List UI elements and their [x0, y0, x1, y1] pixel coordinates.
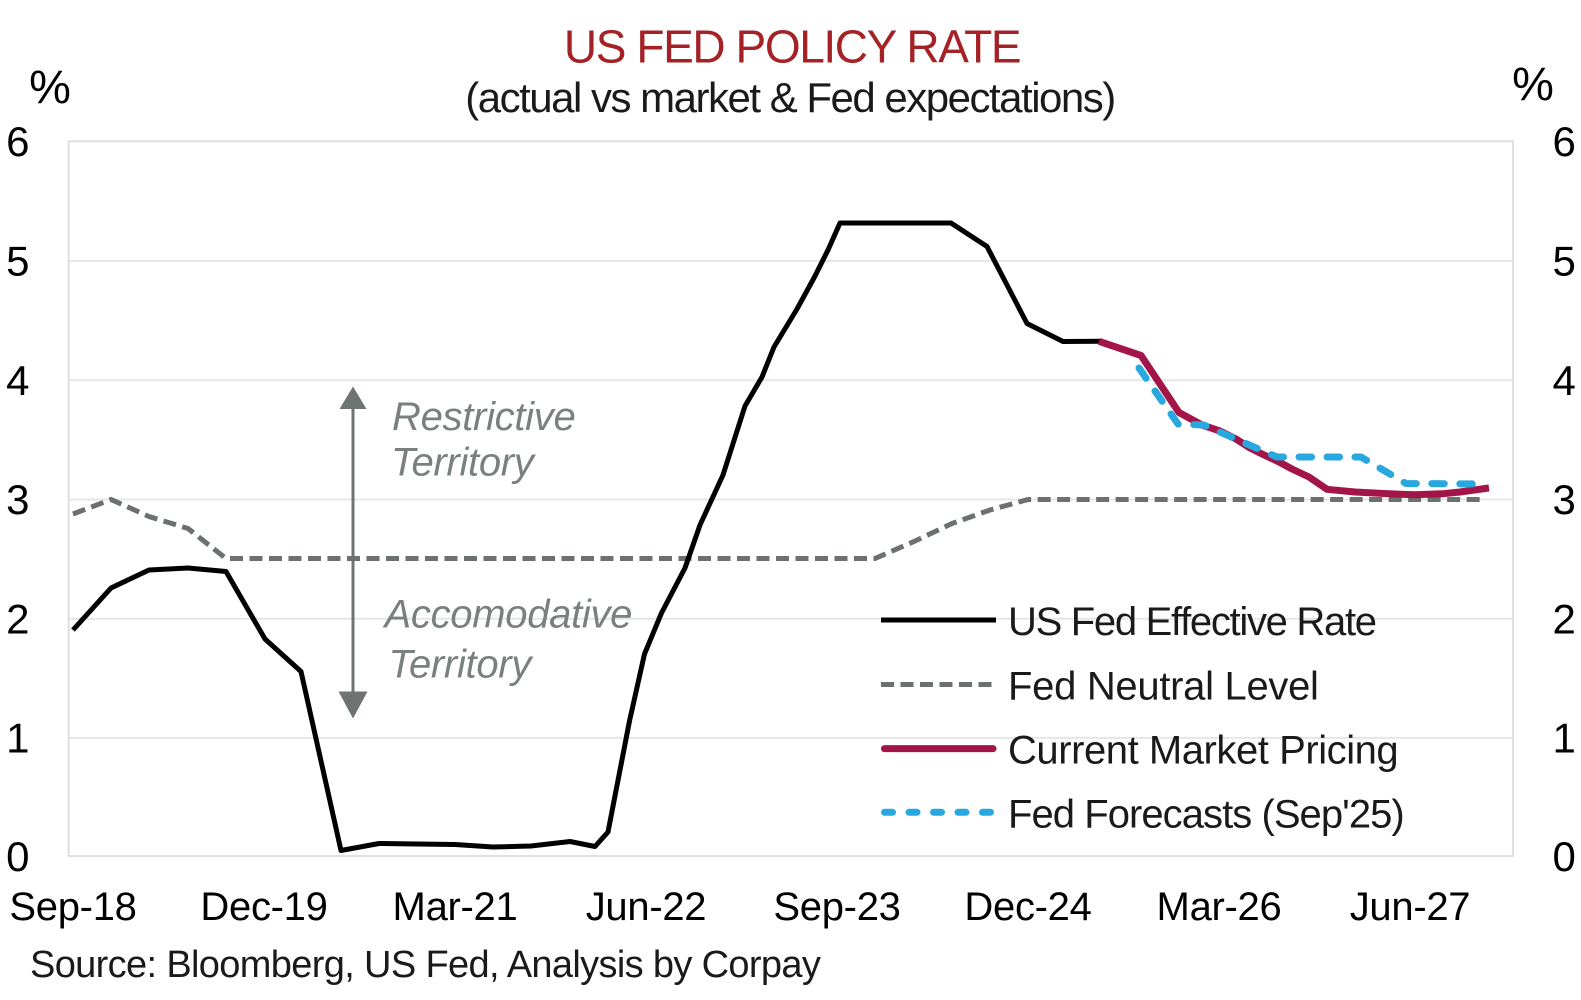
svg-text:Jun-27: Jun-27: [1350, 885, 1471, 929]
svg-text:Mar-26: Mar-26: [1157, 885, 1282, 929]
svg-text:Source: Bloomberg, US Fed, Ana: Source: Bloomberg, US Fed, Analysis by C…: [30, 944, 821, 986]
svg-text:6: 6: [6, 118, 29, 165]
svg-text:Current Market Pricing: Current Market Pricing: [1008, 728, 1398, 772]
svg-text:Sep-18: Sep-18: [9, 885, 136, 929]
svg-text:Mar-21: Mar-21: [393, 885, 518, 929]
svg-text:Fed Neutral Level: Fed Neutral Level: [1008, 665, 1319, 709]
svg-text:Jun-22: Jun-22: [586, 885, 707, 929]
svg-text:Restrictive: Restrictive: [392, 395, 575, 439]
svg-text:6: 6: [1553, 118, 1576, 165]
svg-text:(actual vs market & Fed expect: (actual vs market & Fed expectations): [465, 74, 1114, 121]
svg-text:5: 5: [1553, 238, 1576, 285]
svg-text:5: 5: [6, 238, 29, 285]
svg-text:0: 0: [1553, 833, 1576, 880]
svg-text:Sep-23: Sep-23: [773, 885, 900, 929]
svg-text:1: 1: [1553, 715, 1576, 762]
svg-text:US FED POLICY RATE: US FED POLICY RATE: [564, 21, 1020, 73]
svg-text:4: 4: [6, 357, 29, 404]
svg-text:2: 2: [6, 595, 29, 642]
svg-text:Fed Forecasts (Sep'25): Fed Forecasts (Sep'25): [1008, 792, 1404, 836]
svg-text:4: 4: [1553, 357, 1576, 404]
svg-text:%: %: [29, 60, 71, 113]
svg-text:Dec-19: Dec-19: [200, 885, 327, 929]
svg-text:2: 2: [1553, 595, 1576, 642]
svg-text:%: %: [1512, 57, 1554, 110]
svg-text:Territory: Territory: [391, 440, 537, 484]
svg-text:Accomodative: Accomodative: [383, 593, 633, 637]
svg-text:US Fed Effective Rate: US Fed Effective Rate: [1008, 600, 1376, 644]
svg-text:3: 3: [6, 476, 29, 523]
svg-text:0: 0: [6, 833, 29, 880]
svg-text:Dec-24: Dec-24: [964, 885, 1091, 929]
svg-text:1: 1: [6, 715, 29, 762]
svg-text:Territory: Territory: [389, 642, 535, 686]
svg-text:3: 3: [1553, 476, 1576, 523]
